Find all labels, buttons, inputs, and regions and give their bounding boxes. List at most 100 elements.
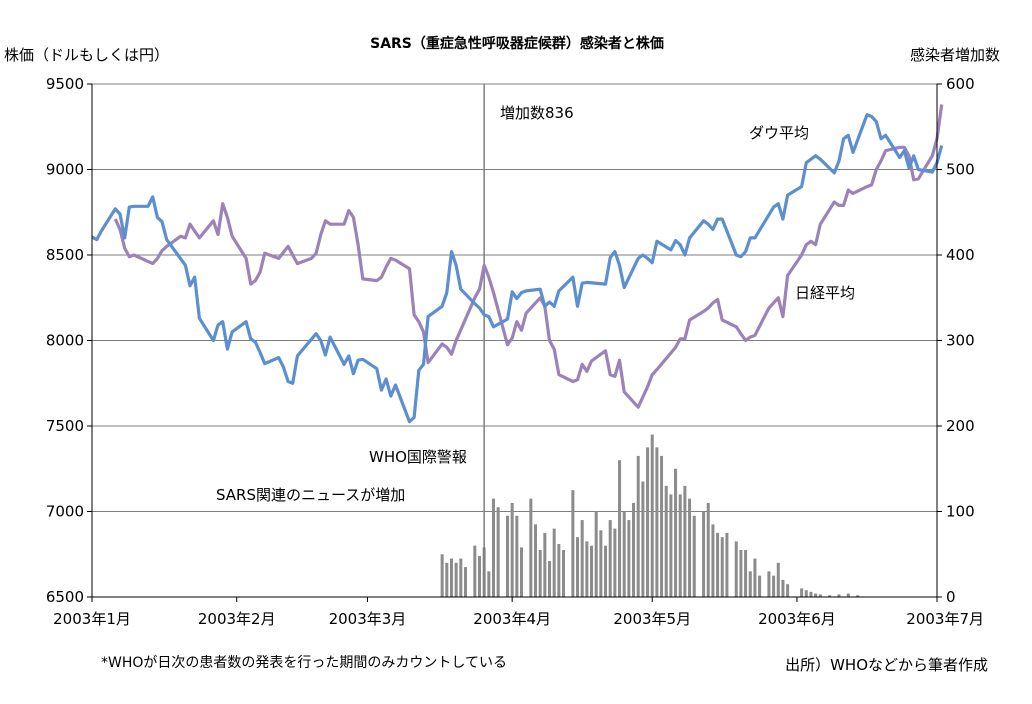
case-bar <box>748 571 752 597</box>
annotation-sars-news: SARS関連のニュースが増加 <box>216 486 405 504</box>
case-bar <box>758 575 762 597</box>
case-bar <box>538 549 542 597</box>
case-bar <box>716 532 720 597</box>
tick-label-left: 7500 <box>46 417 84 435</box>
case-bar <box>496 507 500 597</box>
case-bar <box>641 481 645 597</box>
tick-label-right: 200 <box>946 417 975 435</box>
case-bar <box>725 532 729 597</box>
tick-label-right: 0 <box>946 588 956 606</box>
case-bar <box>678 494 682 597</box>
case-bar <box>706 502 710 597</box>
case-bar <box>618 460 622 597</box>
gridlines <box>92 83 937 512</box>
case-bar <box>576 537 580 597</box>
case-bar <box>557 543 561 597</box>
case-bar <box>804 590 808 597</box>
tick-label-x: 2003年7月 <box>906 610 984 628</box>
y-axis-label-left: 株価（ドルもしくは円） <box>4 46 169 64</box>
case-bar <box>734 541 738 597</box>
dow-line <box>91 113 944 424</box>
case-bar <box>772 575 776 597</box>
case-bar <box>477 555 481 597</box>
annotation-who-alert: WHO国際警報 <box>369 448 467 466</box>
case-bar <box>562 549 566 597</box>
case-bar <box>543 532 547 597</box>
case-bar <box>571 490 575 597</box>
nikkei-line <box>113 104 944 409</box>
cases-bars <box>440 434 860 597</box>
case-bar <box>683 485 687 597</box>
case-bar <box>646 447 650 597</box>
case-bar <box>837 594 841 597</box>
case-bar <box>846 593 850 597</box>
tick-label-left: 8500 <box>46 246 84 264</box>
case-bar <box>688 498 692 597</box>
annotation-cases-836: 増加数836 <box>500 104 574 122</box>
tick-label-x: 2003年1月 <box>53 610 131 628</box>
chart-title: SARS（重症急性呼吸器症候群）感染者と株価 <box>370 35 664 52</box>
case-bar <box>613 528 617 597</box>
case-bar <box>818 594 822 597</box>
case-bar <box>739 549 743 597</box>
y-axis-label-right: 感染者増加数 <box>910 46 1000 64</box>
footnote-left: *WHOが日次の患者数の発表を行った期間のみカウントしている <box>101 655 507 671</box>
tick-label-left: 7000 <box>46 503 84 521</box>
case-bar <box>627 520 631 597</box>
case-bar <box>674 468 678 597</box>
case-bar <box>491 498 496 597</box>
tick-label-x: 2003年4月 <box>473 610 551 628</box>
tick-label-right: 400 <box>946 246 975 264</box>
case-bar <box>800 588 804 597</box>
tick-label-left: 9000 <box>46 161 84 179</box>
case-bar <box>711 524 715 597</box>
case-bar <box>599 530 603 597</box>
tick-label-left: 6500 <box>46 588 84 606</box>
case-bar <box>781 579 785 597</box>
case-bar <box>510 502 514 597</box>
case-bar <box>590 545 594 597</box>
case-bar <box>449 558 453 597</box>
tick-label-x: 2003年3月 <box>329 610 407 628</box>
series-label-nikkei: 日経平均 <box>795 284 855 302</box>
price-lines <box>91 104 944 424</box>
case-bar <box>809 591 813 597</box>
case-bar <box>814 593 818 597</box>
case-bar <box>552 528 556 597</box>
case-bar <box>786 584 790 597</box>
tick-label-left: 8000 <box>46 332 84 350</box>
case-bar <box>622 511 626 597</box>
case-bar <box>459 558 463 597</box>
case-bar <box>463 567 467 597</box>
axes: 6500 7000 7500 8000 8500 9000 9500 0 100 200 300 40… <box>46 75 984 628</box>
case-bar <box>533 524 538 597</box>
footnote-right: 出所）WHOなどから筆者作成 <box>785 656 988 674</box>
case-bar <box>632 502 636 597</box>
case-bar <box>660 455 664 597</box>
case-bar <box>702 511 706 597</box>
case-bar <box>636 455 640 597</box>
tick-label-x: 2003年2月 <box>198 610 276 628</box>
case-bar <box>548 561 552 597</box>
case-bar <box>529 498 533 597</box>
case-bar <box>720 537 724 597</box>
case-bar <box>604 545 608 597</box>
case-bar <box>505 515 510 597</box>
case-bar <box>519 547 524 597</box>
case-bar <box>767 571 771 597</box>
case-bar <box>655 447 659 597</box>
case-bar <box>664 485 668 597</box>
case-bar <box>650 434 654 597</box>
case-bar <box>692 515 696 597</box>
case-bar <box>856 595 860 597</box>
case-bar <box>744 549 748 597</box>
tick-label-right: 100 <box>946 503 975 521</box>
case-bar <box>669 494 673 597</box>
case-bar <box>487 571 491 597</box>
case-bar <box>440 554 444 597</box>
series-label-dow: ダウ平均 <box>749 124 809 142</box>
case-bar <box>473 545 477 597</box>
tick-label-x: 2003年5月 <box>613 610 691 628</box>
tick-label-right: 500 <box>946 161 975 179</box>
